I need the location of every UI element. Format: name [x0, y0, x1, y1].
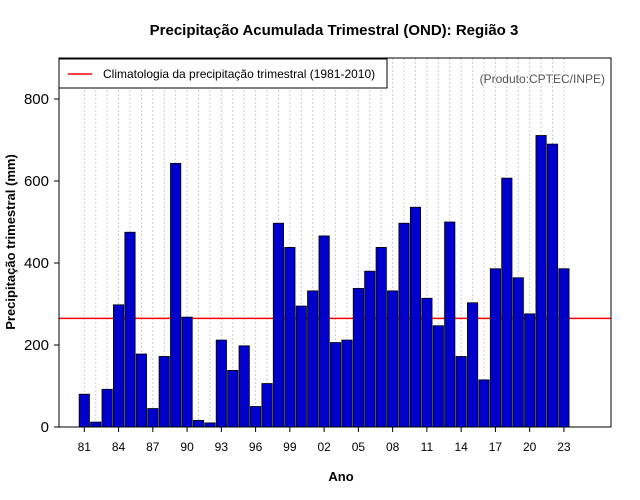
bar-1982 [90, 421, 102, 428]
x-tick-label: 17 [489, 440, 503, 454]
x-axis: 81 84 87 90 93 96 99 02 05 08 11 14 17 20 23 [78, 427, 571, 454]
bar-2004 [341, 339, 353, 428]
bar-1997 [261, 383, 273, 428]
legend-label: Climatologia da precipitação trimestral … [103, 67, 375, 81]
bar-2002 [318, 235, 330, 428]
x-tick-label: 11 [421, 440, 434, 454]
bar-2022 [546, 143, 559, 428]
bar-2016 [478, 379, 490, 428]
legend: Climatologia da precipitação trimestral … [58, 58, 388, 89]
bar-1999 [284, 247, 296, 428]
x-tick-label: 90 [180, 440, 194, 454]
bar-2015 [467, 302, 479, 428]
x-tick-label: 23 [557, 440, 571, 454]
x-tick-label: 87 [146, 440, 160, 454]
bar-1986 [135, 353, 147, 428]
bar-1987 [147, 408, 159, 428]
x-tick-label: 08 [386, 440, 400, 454]
bar-1996 [250, 406, 262, 428]
bar-2020 [524, 313, 536, 428]
bar-1993 [215, 339, 227, 428]
bar-2018 [501, 177, 513, 428]
plot-frame [58, 57, 612, 428]
x-axis-title: Ano [328, 469, 353, 484]
bar-2005 [352, 288, 364, 428]
bar-2011 [421, 297, 433, 428]
bar-1989 [170, 162, 182, 428]
bars [78, 135, 570, 428]
bar-2021 [535, 135, 547, 428]
bar-2001 [307, 290, 319, 428]
x-tick-label: 14 [454, 440, 468, 454]
y-tick-label: 0 [41, 419, 49, 436]
bar-1981 [78, 393, 90, 428]
bar-1994 [227, 370, 239, 428]
x-tick-label: 93 [215, 440, 229, 454]
bar-1991 [192, 420, 205, 428]
bar-2007 [375, 247, 387, 428]
bar-1988 [158, 356, 170, 428]
x-tick-label: 81 [78, 440, 92, 454]
bar-1998 [272, 222, 284, 428]
y-tick-label: 200 [24, 337, 49, 354]
bar-2012 [432, 325, 444, 428]
bar-2003 [329, 342, 342, 428]
x-tick-label: 05 [352, 440, 366, 454]
bar-1992 [204, 422, 216, 428]
y-tick-label: 400 [24, 255, 49, 272]
x-tick-label: 96 [249, 440, 263, 454]
x-tick-label: 02 [317, 440, 331, 454]
x-tick-label: 99 [283, 440, 297, 454]
bar-2008 [387, 290, 399, 428]
y-tick-label: 600 [24, 173, 49, 190]
bar-2017 [489, 268, 501, 428]
legend-box [58, 58, 388, 89]
bar-1995 [238, 345, 250, 428]
bar-1983 [101, 388, 113, 428]
bar-1985 [124, 231, 136, 428]
y-tick-label: 800 [24, 91, 49, 108]
bar-1990 [181, 316, 193, 428]
bar-2023 [558, 268, 570, 428]
bar-2019 [512, 277, 524, 428]
bar-2006 [364, 270, 376, 428]
bar-1984 [113, 304, 125, 428]
bar-2013 [444, 221, 456, 428]
y-axis: 0 200 400 600 800 [24, 91, 59, 436]
bar-2000 [295, 305, 307, 428]
chart-title: Precipitação Acumulada Trimestral (OND):… [150, 22, 519, 39]
x-tick-label: 84 [112, 440, 126, 454]
bar-2009 [398, 222, 410, 428]
bar-2010 [409, 206, 422, 428]
credit-text: (Produto:CPTEC/INPE) [480, 72, 605, 86]
y-axis-title: Precipitação trimestral (mm) [3, 154, 18, 330]
x-tick-label: 20 [523, 440, 537, 454]
bar-2014 [455, 356, 467, 428]
